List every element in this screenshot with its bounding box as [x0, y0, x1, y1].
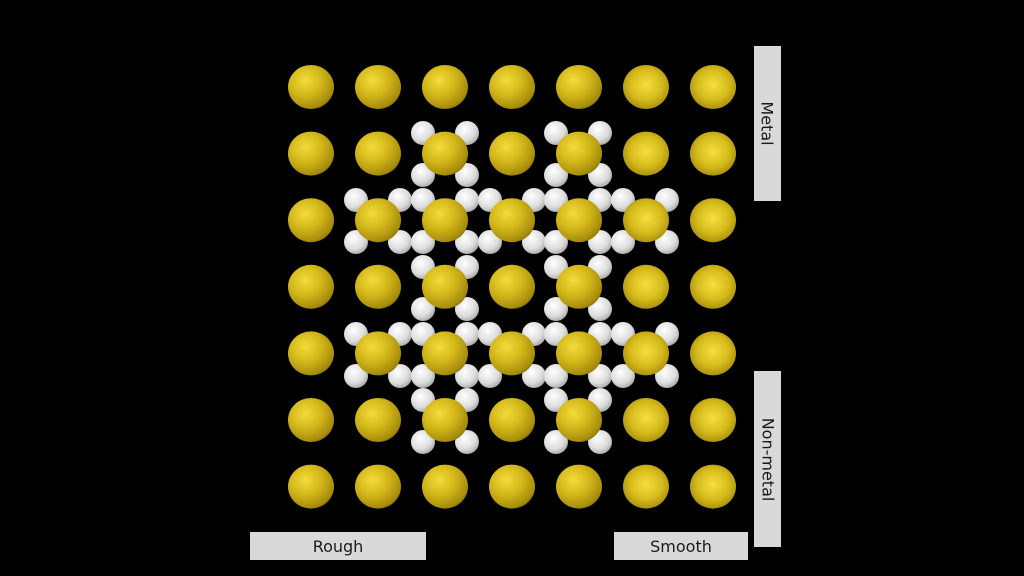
gold-sphere	[288, 464, 334, 509]
smooth-label-text: Smooth	[650, 536, 712, 556]
gold-sphere	[690, 264, 736, 309]
white-sphere	[411, 297, 435, 321]
gold-sphere	[288, 65, 334, 109]
white-sphere	[544, 430, 568, 454]
gold-sphere	[690, 398, 736, 442]
gold-sphere	[556, 264, 602, 309]
white-sphere	[411, 430, 435, 454]
metal-label: Metal	[754, 46, 781, 201]
gold-sphere	[556, 65, 602, 109]
gold-sphere	[489, 264, 535, 309]
gold-sphere	[422, 198, 468, 243]
smooth-label: Smooth	[614, 532, 748, 560]
white-sphere	[544, 297, 568, 321]
gold-sphere	[690, 198, 736, 243]
gold-sphere	[489, 398, 535, 442]
gold-sphere	[422, 464, 468, 509]
gold-sphere	[355, 464, 401, 509]
non-metal-label-text: Non-metal	[758, 417, 777, 501]
white-sphere	[544, 163, 568, 187]
gold-sphere	[556, 198, 602, 243]
white-sphere	[544, 230, 568, 254]
gold-sphere	[556, 398, 602, 442]
gold-sphere	[690, 131, 736, 176]
white-sphere	[455, 430, 479, 454]
gold-sphere	[690, 65, 736, 109]
gold-sphere	[288, 331, 334, 376]
white-sphere	[544, 364, 568, 388]
gold-sphere	[288, 198, 334, 243]
gold-sphere	[422, 331, 468, 376]
non-metal-label: Non-metal	[754, 371, 781, 547]
rough-label: Rough	[250, 532, 426, 560]
gold-sphere	[355, 131, 401, 176]
gold-sphere	[556, 464, 602, 509]
gold-sphere	[556, 331, 602, 376]
white-sphere	[478, 364, 502, 388]
gold-sphere	[422, 264, 468, 309]
white-sphere	[388, 364, 412, 388]
white-sphere	[611, 364, 635, 388]
gold-sphere	[422, 65, 468, 109]
gold-sphere	[623, 464, 669, 509]
gold-sphere	[288, 264, 334, 309]
gold-sphere	[623, 131, 669, 176]
gold-sphere	[355, 398, 401, 442]
white-sphere	[611, 230, 635, 254]
gold-sphere	[623, 198, 669, 243]
gold-sphere	[355, 65, 401, 109]
white-sphere	[455, 297, 479, 321]
white-sphere	[411, 364, 435, 388]
gold-sphere	[623, 264, 669, 309]
gold-sphere	[355, 331, 401, 376]
gold-sphere	[623, 65, 669, 109]
gold-sphere	[556, 131, 602, 176]
white-sphere	[522, 364, 546, 388]
gold-sphere	[623, 331, 669, 376]
gold-sphere	[288, 398, 334, 442]
gold-sphere	[489, 464, 535, 509]
gold-sphere	[489, 198, 535, 243]
gold-sphere	[489, 131, 535, 176]
gold-sphere	[288, 131, 334, 176]
gold-sphere-grid	[288, 65, 736, 509]
metal-label-text: Metal	[758, 101, 778, 146]
gold-sphere	[690, 464, 736, 509]
gold-sphere	[355, 264, 401, 309]
gold-sphere	[690, 331, 736, 376]
white-sphere	[455, 364, 479, 388]
gold-sphere	[422, 131, 468, 176]
rough-label-text: Rough	[312, 536, 364, 556]
gold-sphere	[422, 398, 468, 442]
gold-sphere	[623, 398, 669, 442]
gold-sphere	[489, 331, 535, 376]
gold-sphere	[489, 65, 535, 109]
gold-sphere	[355, 198, 401, 243]
white-sphere	[344, 364, 368, 388]
